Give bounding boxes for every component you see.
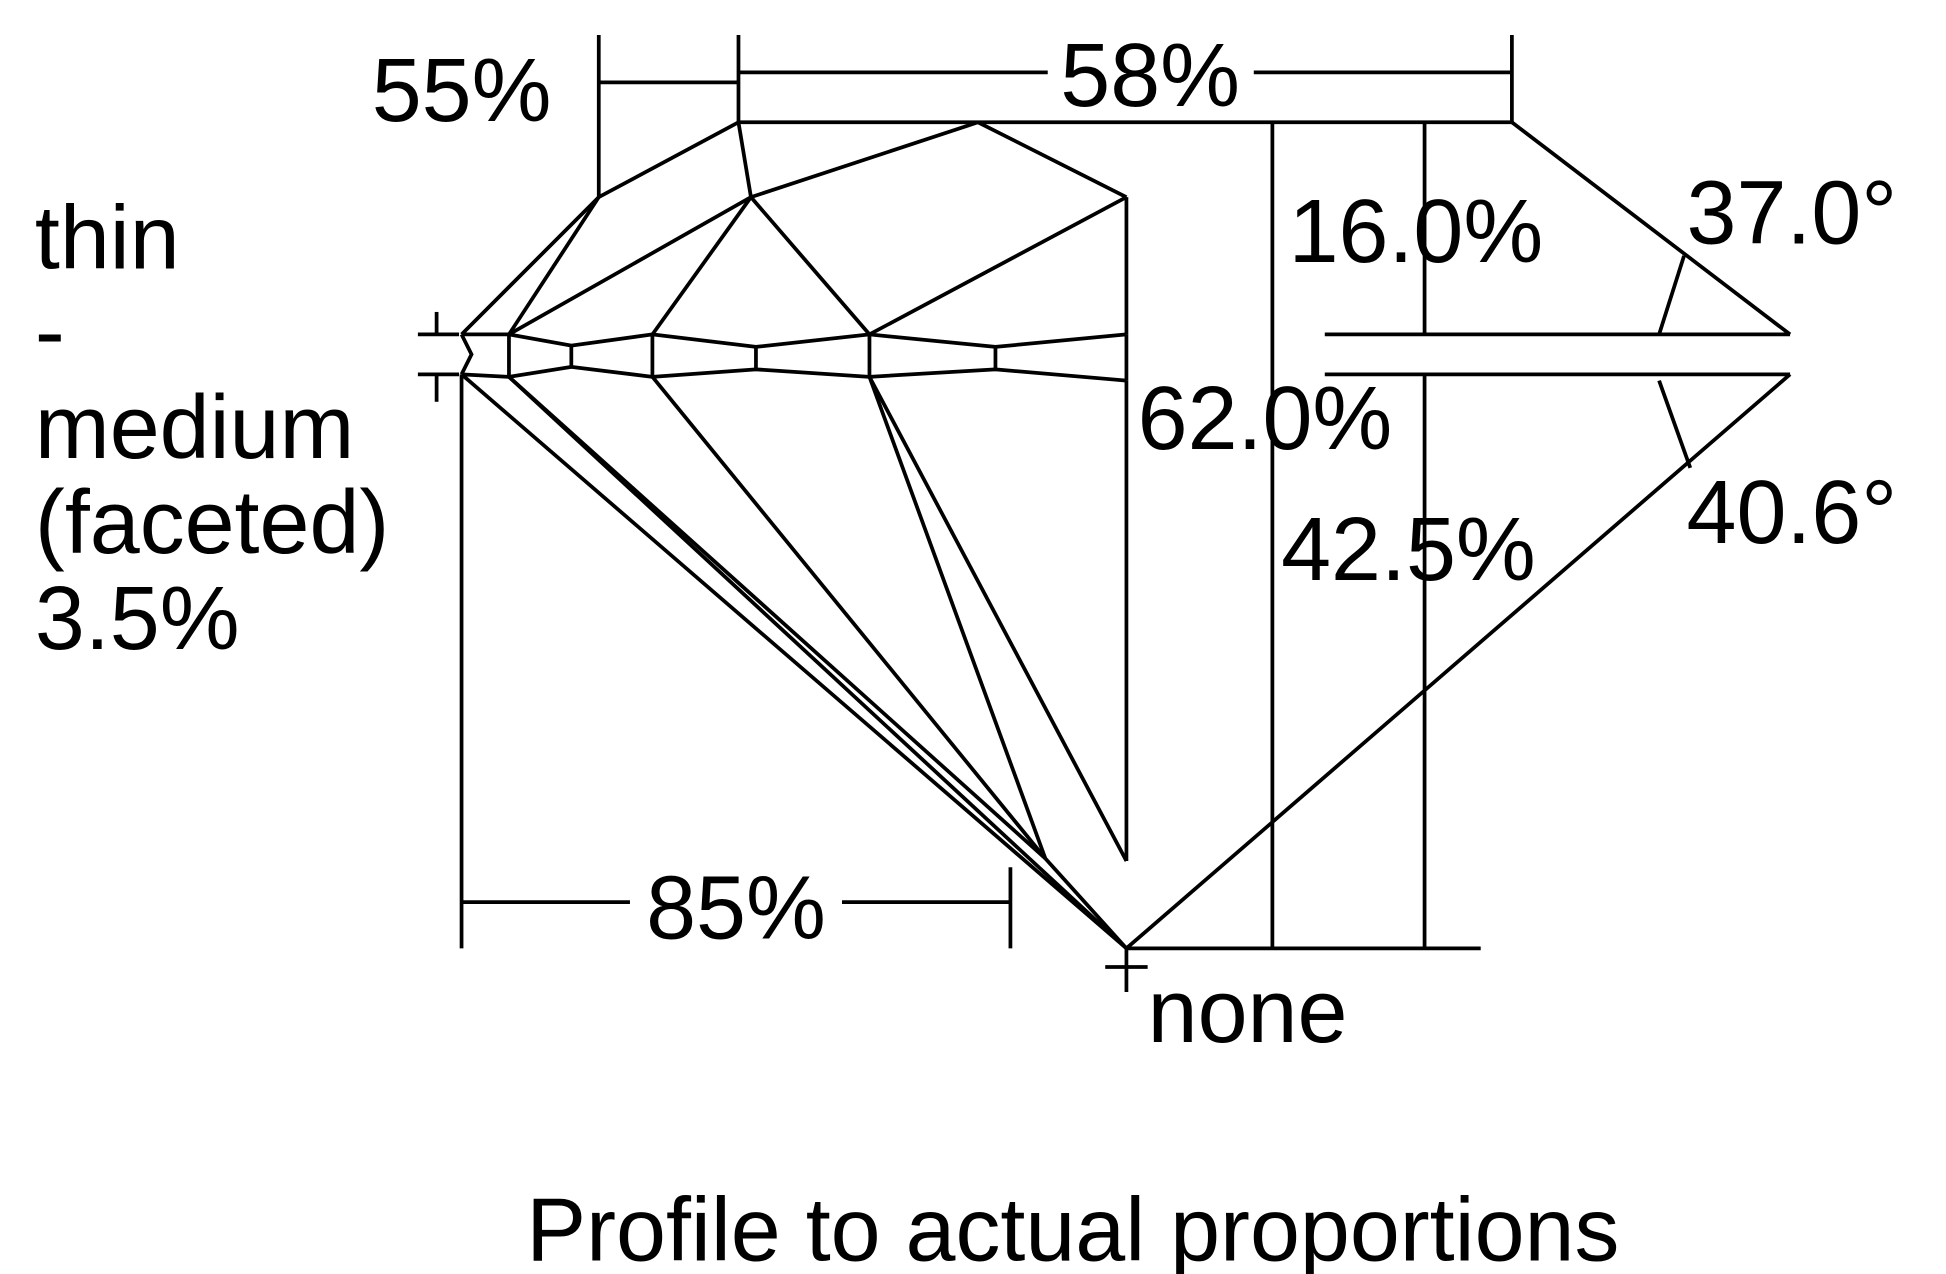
- pavilion-angle-label: 40.6°: [1687, 463, 1898, 563]
- table-label: 58%: [1060, 26, 1240, 126]
- girdle-bottom: [461, 364, 1127, 383]
- total-depth-label: 62.0%: [1138, 369, 1393, 469]
- girdle-label-2: -: [35, 282, 65, 382]
- diamond-profile: [459, 120, 1792, 950]
- girdle-label-3: medium: [35, 378, 354, 478]
- caption: Profile to actual proportions: [526, 1180, 1619, 1274]
- crown-height-label: 16.0%: [1289, 182, 1544, 282]
- girdle-label-5: 3.5%: [35, 569, 240, 669]
- star-length-label: 55%: [372, 41, 552, 141]
- pavilion-angle-arc: [1657, 379, 1693, 469]
- girdle-label-1: thin: [35, 188, 180, 288]
- girdle-left-edge: [459, 333, 474, 376]
- dimension-lines: [417, 34, 1693, 992]
- lower-half-label: 85%: [646, 858, 826, 958]
- girdle-label-4: (faceted): [35, 473, 389, 573]
- crown-angle-label: 37.0°: [1687, 163, 1898, 263]
- girdle-top: [461, 332, 1127, 349]
- culet-label: none: [1148, 962, 1348, 1062]
- labels: 55% 58% thin - medium (faceted) 3.5% 16.…: [35, 24, 1898, 1274]
- crown-angle-arc: [1657, 255, 1686, 335]
- pavilion-depth-label: 42.5%: [1281, 500, 1536, 600]
